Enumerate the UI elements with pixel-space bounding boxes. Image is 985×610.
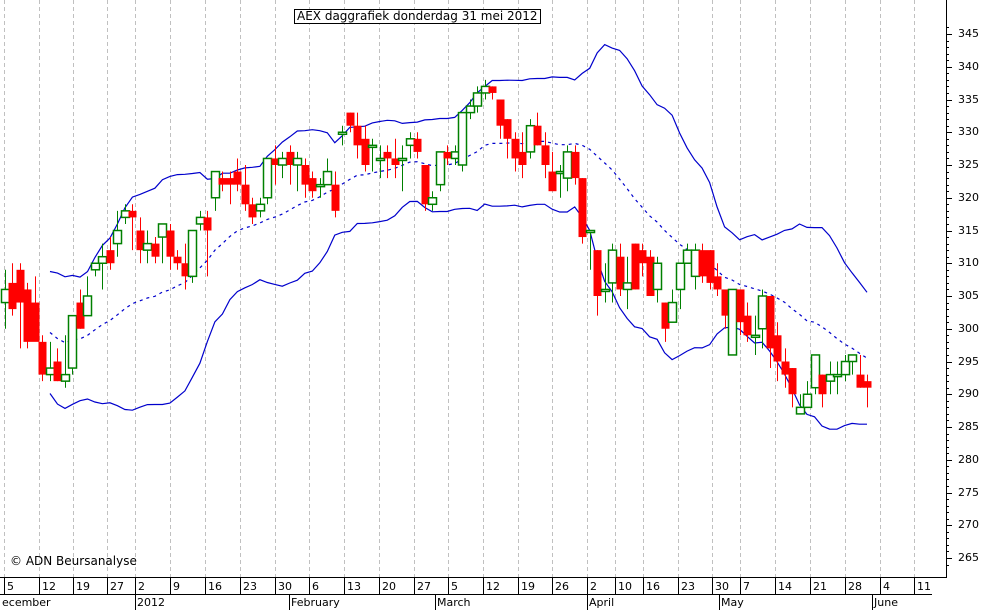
candles [0,79,872,415]
x-day-label: 23 [681,580,695,593]
x-day-label: 28 [848,580,862,593]
x-month-label: ecember [2,596,51,609]
x-month-label: April [589,596,615,609]
x-day-label: 27 [110,580,124,593]
y-tick-label: 290 [958,387,979,401]
y-tick-label: 280 [958,452,979,466]
x-day-label: 10 [618,580,632,593]
x-day-label: 5 [7,580,14,593]
x-day-label: 2 [138,580,145,593]
x-day-label: 14 [778,580,792,593]
x-day-label: 19 [521,580,535,593]
x-month-label: March [437,596,471,609]
y-tick-label: 335 [958,92,979,106]
x-day-label: 27 [417,580,431,593]
x-day-label: 23 [243,580,257,593]
y-tick-label: 320 [958,190,979,204]
y-tick-label: 305 [958,289,979,302]
x-day-label: 21 [813,580,827,593]
x-day-label: 30 [715,580,729,593]
x-day-label: 11 [917,580,931,593]
y-tick-label: 270 [958,518,979,532]
y-tick-label: 275 [958,485,979,499]
x-day-label: 16 [208,580,222,593]
chart-title: AEX daggrafiek donderdag 31 mei 2012 [294,9,541,24]
x-day-label: 5 [451,580,458,593]
x-day-label: 20 [382,580,396,593]
x-month-label: 2012 [137,596,165,609]
x-day-label: 13 [347,580,361,593]
y-tick-label: 340 [958,59,979,73]
x-day-label: 26 [555,580,569,593]
y-tick-label: 300 [958,321,979,335]
y-tick-label: 265 [958,551,979,564]
y-tick-label: 285 [958,420,979,433]
x-day-label: 12 [42,580,56,593]
y-tick-label: 330 [958,125,979,139]
x-day-label: 4 [883,580,890,593]
copyright-text: © ADN Beursanalyse [10,554,137,568]
y-tick-label: 325 [958,158,979,171]
axes [0,0,952,610]
y-tick-label: 345 [958,27,979,40]
y-tick-label: 315 [958,223,979,237]
gridlines [4,0,915,577]
x-day-label: 7 [743,580,750,593]
x-month-label: February [291,596,340,609]
x-day-label: 6 [312,580,319,593]
x-month-label: May [721,596,744,609]
x-day-label: 9 [173,580,180,593]
y-tick-label: 295 [958,354,979,368]
x-day-label: 30 [278,580,292,593]
x-day-label: 19 [76,580,90,593]
x-day-label: 16 [646,580,660,593]
x-day-label: 12 [486,580,500,593]
y-tick-label: 310 [958,256,979,270]
x-month-label: June [874,596,898,609]
x-day-label: 2 [590,580,597,593]
